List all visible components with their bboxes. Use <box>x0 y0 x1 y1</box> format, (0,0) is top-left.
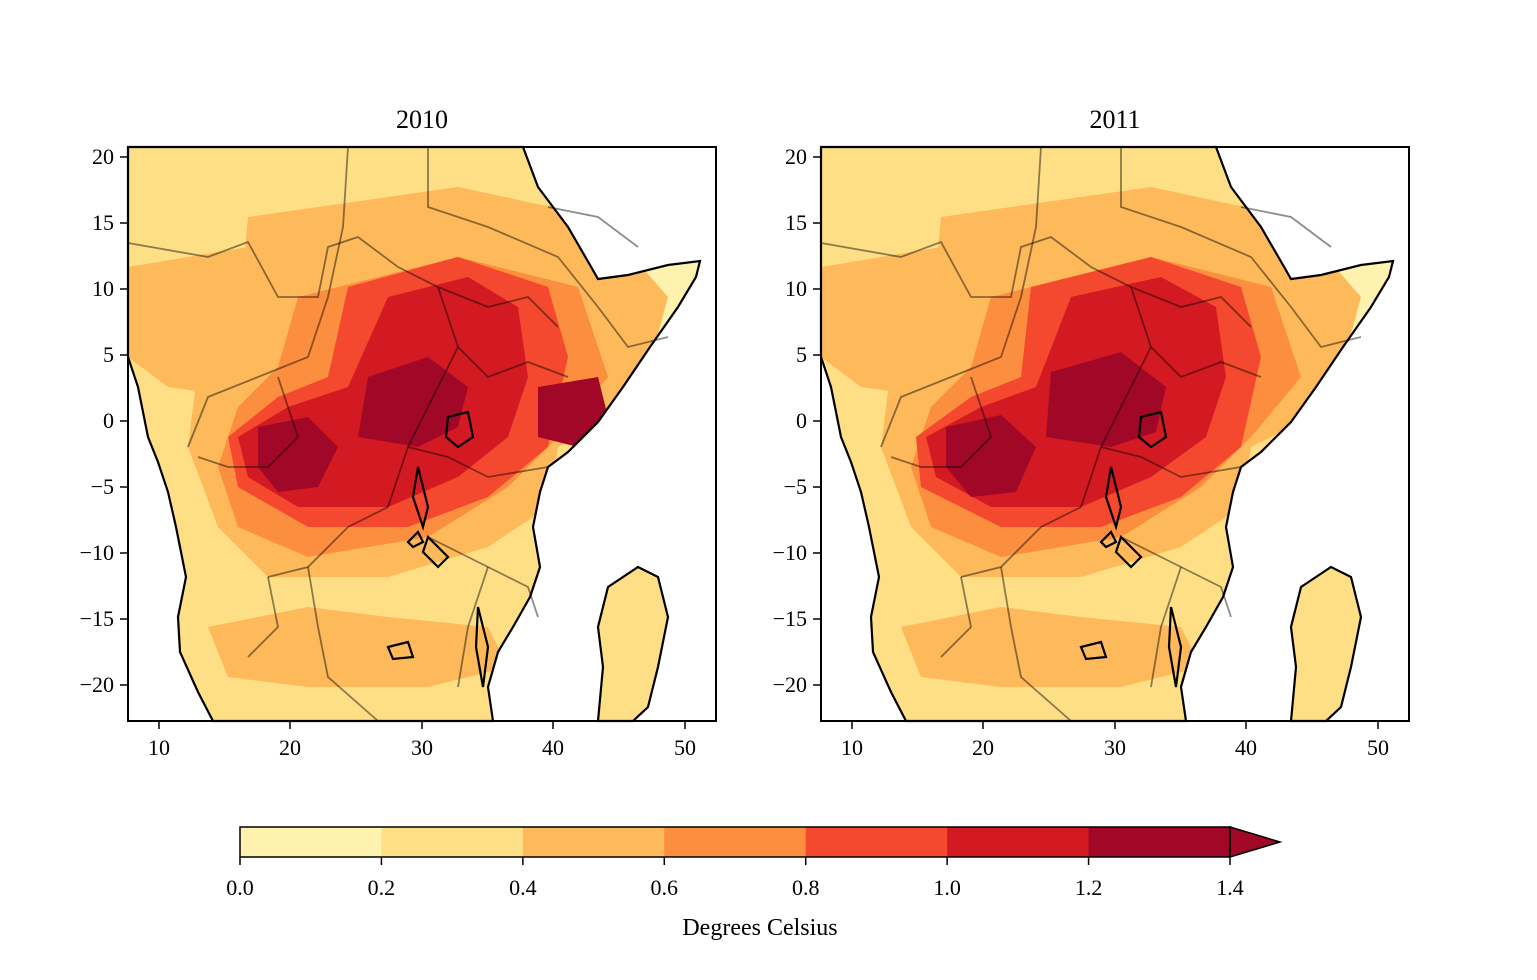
colorbar-tick-label: 0.0 <box>226 875 254 900</box>
lakes <box>386 410 490 688</box>
y-tick-label: 10 <box>92 276 114 301</box>
lakes <box>1079 410 1183 688</box>
y-tick-label: −10 <box>773 540 807 565</box>
map-panel-2010: 2010 <box>80 105 717 760</box>
x-axis: 10 20 30 40 50 <box>148 721 696 760</box>
colorbar-segment <box>947 827 1090 857</box>
colorbar-segment <box>805 827 948 857</box>
colorbar-segment <box>240 827 382 857</box>
y-tick-label: 20 <box>92 144 114 169</box>
map-panel-2011: 2011 <box>773 105 1410 760</box>
panel-title: 2010 <box>396 105 448 134</box>
x-tick-label: 10 <box>841 735 863 760</box>
colorbar-tick-label: 1.0 <box>933 875 961 900</box>
colorbar-tick-label: 0.2 <box>368 875 396 900</box>
colorbar-tick-label: 0.4 <box>509 875 537 900</box>
y-axis: 20 15 10 5 0 −5 −10 −15 −20 <box>80 144 128 697</box>
y-tick-label: 5 <box>796 342 807 367</box>
y-tick-label: −15 <box>773 606 807 631</box>
y-axis: 20 15 10 5 0 −5 −10 −15 −20 <box>773 144 821 697</box>
x-tick-label: 20 <box>972 735 994 760</box>
colorbar-extend-arrow <box>1229 825 1283 859</box>
map-area <box>819 145 1410 723</box>
y-tick-label: 5 <box>103 342 114 367</box>
colorbar-segment <box>1088 827 1231 857</box>
x-axis: 10 20 30 40 50 <box>841 721 1389 760</box>
country-borders <box>127 146 669 722</box>
colorbar-label: Degrees Celsius <box>682 915 837 941</box>
y-tick-label: −20 <box>80 672 114 697</box>
colorbar-segment <box>522 827 665 857</box>
colorbar-tick-label: 0.6 <box>651 875 679 900</box>
y-tick-label: 10 <box>785 276 807 301</box>
colorbar-segment <box>381 827 524 857</box>
y-tick-label: 15 <box>92 210 114 235</box>
y-tick-label: 0 <box>796 408 807 433</box>
x-tick-label: 50 <box>674 735 696 760</box>
y-tick-label: 15 <box>785 210 807 235</box>
x-tick-label: 40 <box>542 735 564 760</box>
y-tick-label: −5 <box>784 474 807 499</box>
y-tick-label: −20 <box>773 672 807 697</box>
colorbar-ticks: 0.0 0.2 0.4 0.6 0.8 1.0 1.2 1.4 <box>226 857 1244 900</box>
y-tick-label: 0 <box>103 408 114 433</box>
y-tick-label: −10 <box>80 540 114 565</box>
colorbar-tick-label: 1.4 <box>1216 875 1244 900</box>
country-borders <box>820 146 1362 722</box>
map-area <box>126 145 717 723</box>
coastline <box>819 145 1395 723</box>
x-tick-label: 20 <box>279 735 301 760</box>
colorbar: 0.0 0.2 0.4 0.6 0.8 1.0 1.2 1.4 Degrees Celsius <box>226 825 1283 941</box>
x-tick-label: 30 <box>1104 735 1126 760</box>
colorbar-frame <box>239 826 1231 858</box>
x-tick-label: 10 <box>148 735 170 760</box>
y-tick-label: −5 <box>91 474 114 499</box>
colorbar-segment <box>664 827 807 857</box>
x-tick-label: 40 <box>1235 735 1257 760</box>
y-tick-label: −15 <box>80 606 114 631</box>
colorbar-tick-label: 0.8 <box>792 875 820 900</box>
colorbar-segments <box>240 827 1231 857</box>
colorbar-tick-label: 1.2 <box>1075 875 1103 900</box>
x-tick-label: 30 <box>411 735 433 760</box>
coastline <box>126 145 702 723</box>
x-tick-label: 50 <box>1367 735 1389 760</box>
y-tick-label: 20 <box>785 144 807 169</box>
panel-title: 2011 <box>1089 105 1140 134</box>
